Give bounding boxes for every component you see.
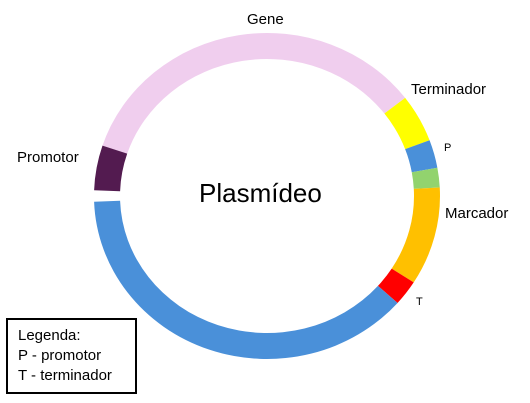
label-marker: Marcador bbox=[445, 205, 509, 222]
label-gene: Gene bbox=[247, 11, 284, 28]
ring-segment-promoter bbox=[94, 145, 128, 192]
ring-segment-gene bbox=[102, 33, 406, 154]
label-promoter-small: P bbox=[444, 142, 452, 154]
ring-segment-backbone-long bbox=[94, 200, 398, 359]
ring-segment-terminator-small bbox=[377, 268, 414, 303]
label-terminator: Terminador bbox=[411, 81, 487, 98]
ring-segment-terminator bbox=[384, 97, 430, 150]
legend-line-terminator: T - terminador bbox=[18, 367, 112, 384]
legend-line-promoter: P - promotor bbox=[18, 347, 102, 364]
legend-title: Legenda: bbox=[18, 327, 81, 344]
label-promoter: Promotor bbox=[17, 149, 79, 166]
plasmid-ring bbox=[94, 33, 440, 359]
ring-segment-promoter-small bbox=[411, 167, 440, 189]
label-terminator-small: T bbox=[416, 296, 423, 308]
ring-segment-backbone-short bbox=[405, 140, 438, 173]
ring-segment-marker bbox=[391, 187, 440, 283]
legend-box: Legenda: P - promotor T - terminador bbox=[6, 318, 137, 394]
diagram-title: Plasmídeo bbox=[199, 178, 322, 208]
